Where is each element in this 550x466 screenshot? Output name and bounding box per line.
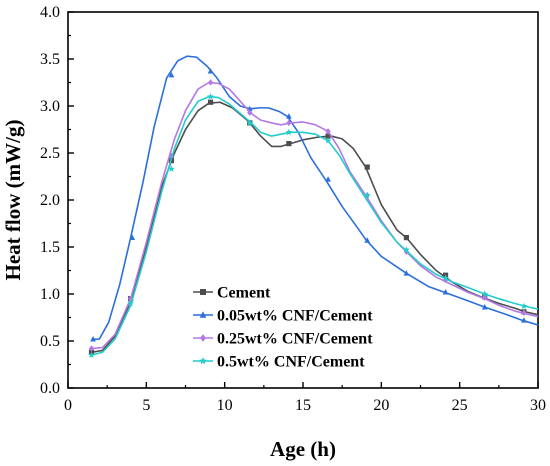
y-axis-title: Heat flow (mW/g) [1, 120, 25, 281]
y-axis: 0.0 0.5 1.0 1.5 2.0 2.5 3.0 3.5 4.0 [40, 4, 74, 397]
data-point [168, 165, 175, 172]
data-point [403, 270, 410, 276]
x-tick-label: 30 [530, 397, 546, 414]
y-tick-label: 0.5 [40, 333, 60, 350]
legend-item: Cement [193, 285, 271, 302]
x-tick-label: 20 [373, 397, 389, 414]
legend-label: Cement [217, 285, 271, 302]
data-point [200, 289, 206, 295]
legend-item: 0.5wt% CNF/Cement [193, 354, 365, 371]
data-point [364, 237, 371, 243]
x-tick-label: 25 [452, 397, 468, 414]
data-point [286, 141, 292, 147]
data-point [286, 119, 292, 127]
data-point [363, 191, 371, 199]
series-2 [90, 55, 539, 342]
data-point [247, 109, 253, 116]
series-layer [88, 55, 539, 358]
data-point [521, 317, 527, 323]
y-tick-label: 3.0 [40, 98, 60, 115]
data-point [442, 289, 449, 295]
data-point [88, 351, 95, 358]
data-point [207, 79, 214, 86]
data-point [324, 137, 332, 144]
data-point [199, 311, 207, 318]
y-tick-label: 2.5 [40, 145, 60, 162]
y-tick-label: 3.5 [40, 51, 60, 68]
series-line [91, 55, 539, 340]
series-4 [88, 93, 539, 358]
legend-item: 0.25wt% CNF/Cement [193, 331, 373, 348]
data-point [481, 290, 489, 297]
x-tick-label: 5 [142, 397, 150, 414]
legend-item: 0.05wt% CNF/Cement [193, 308, 373, 325]
legend-label: 0.25wt% CNF/Cement [217, 331, 373, 348]
x-axis: 0 5 10 15 20 25 30 [64, 382, 546, 414]
data-point [286, 113, 292, 119]
data-point [285, 128, 293, 136]
series-line [91, 95, 539, 356]
data-point [520, 302, 528, 310]
data-point [442, 274, 449, 281]
data-point [129, 234, 136, 240]
data-point [207, 99, 214, 105]
data-point [325, 176, 331, 182]
data-point [207, 93, 214, 100]
legend-label: 0.5wt% CNF/Cement [217, 354, 365, 371]
data-point [403, 235, 409, 241]
x-tick-label: 0 [64, 397, 72, 414]
data-point [207, 68, 214, 74]
y-tick-label: 1.5 [40, 239, 60, 256]
data-point [168, 71, 175, 78]
legend-label: 0.05wt% CNF/Cement [217, 308, 373, 325]
y-tick-label: 4.0 [40, 4, 60, 21]
data-point [88, 345, 95, 352]
series-line [91, 81, 539, 350]
data-point [199, 356, 207, 365]
data-point [127, 299, 134, 307]
y-tick-label: 0.0 [40, 380, 60, 397]
data-point [200, 334, 206, 342]
x-tick-label: 10 [217, 397, 233, 414]
legend: Cement 0.05wt% CNF/Cement 0.25wt% CNF/Ceme… [193, 285, 373, 371]
data-point [90, 336, 96, 342]
data-point [246, 119, 254, 126]
data-point [325, 128, 331, 135]
x-axis-title: Age (h) [270, 437, 336, 461]
x-tick-label: 15 [295, 397, 311, 414]
data-point [521, 309, 527, 317]
data-point [403, 246, 410, 253]
y-tick-label: 1.0 [40, 286, 60, 303]
data-point [325, 133, 331, 139]
data-point [364, 164, 370, 170]
y-tick-label: 2.0 [40, 192, 60, 209]
data-point [481, 304, 488, 310]
